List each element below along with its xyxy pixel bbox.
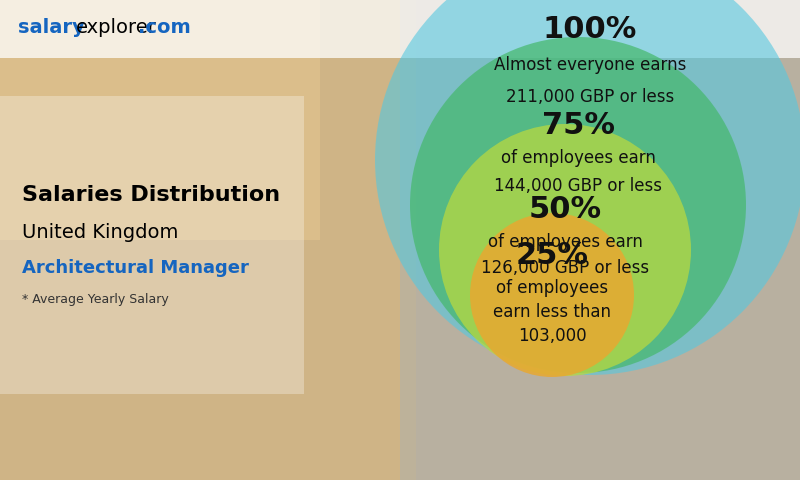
Text: Architectural Manager: Architectural Manager bbox=[22, 259, 249, 277]
Text: 103,000: 103,000 bbox=[518, 327, 586, 345]
Text: 144,000 GBP or less: 144,000 GBP or less bbox=[494, 177, 662, 195]
Text: 126,000 GBP or less: 126,000 GBP or less bbox=[481, 259, 649, 277]
Text: 75%: 75% bbox=[542, 110, 614, 140]
Text: United Kingdom: United Kingdom bbox=[22, 223, 178, 241]
Circle shape bbox=[470, 213, 634, 377]
Bar bbox=[0, 0, 320, 240]
Text: 50%: 50% bbox=[529, 195, 602, 225]
Bar bbox=[0, 96, 304, 394]
Text: Salaries Distribution: Salaries Distribution bbox=[22, 185, 280, 205]
Circle shape bbox=[375, 0, 800, 375]
Text: of employees earn: of employees earn bbox=[501, 149, 655, 167]
Text: earn less than: earn less than bbox=[493, 303, 611, 321]
Circle shape bbox=[439, 124, 691, 376]
Bar bbox=[0, 0, 800, 58]
Circle shape bbox=[410, 37, 746, 373]
Text: salary: salary bbox=[18, 18, 85, 37]
Bar bbox=[0, 0, 416, 480]
Text: 211,000 GBP or less: 211,000 GBP or less bbox=[506, 88, 674, 106]
Text: of employees: of employees bbox=[496, 279, 608, 297]
Text: .com: .com bbox=[138, 18, 190, 37]
Text: 25%: 25% bbox=[515, 240, 589, 269]
Text: Almost everyone earns: Almost everyone earns bbox=[494, 56, 686, 74]
Text: * Average Yearly Salary: * Average Yearly Salary bbox=[22, 293, 169, 307]
Text: explorer: explorer bbox=[76, 18, 157, 37]
Text: of employees earn: of employees earn bbox=[487, 233, 642, 251]
Bar bbox=[400, 0, 800, 480]
Text: 100%: 100% bbox=[543, 15, 637, 45]
